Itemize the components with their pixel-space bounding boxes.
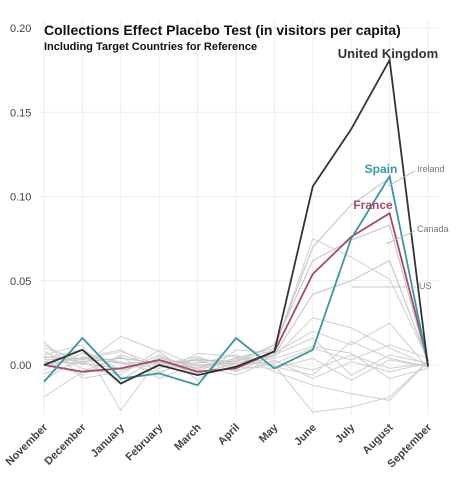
series-label-united-kingdom: United Kingdom [338,46,438,61]
series-line-us [43,259,429,369]
series-line-spain [43,173,429,387]
series-line-canada [43,224,429,366]
x-tick-label: April [216,422,242,448]
y-tick-label: 0.10 [10,192,31,204]
series-line-france [43,211,429,373]
annotation-leader-line [387,170,416,187]
annotation-leader-line [385,230,416,245]
series-label-spain: Spain [365,162,398,176]
chart-subtitle: Including Target Countries for Reference [44,41,258,53]
series-line-united-kingdom [43,57,429,385]
placebo-series-line [43,322,429,381]
y-tick-label: 0.20 [10,23,31,35]
y-tick-label: 0.00 [10,360,31,372]
series-label-canada: Canada [417,224,449,234]
x-tick-label: February [124,421,166,463]
x-tick-label: January [89,421,128,460]
x-tick-label: July [333,421,358,446]
series-label-france: France [353,198,393,212]
x-tick-label: December [42,421,89,468]
series-label-us: US [419,281,432,291]
chart-title: Collections Effect Placebo Test (in visi… [44,22,401,38]
placebo-series-line [43,344,429,371]
y-tick-label: 0.05 [10,276,31,288]
x-tick-label: May [257,421,281,445]
y-tick-label: 0.15 [10,107,31,119]
series-line-ireland [43,177,429,369]
x-tick-label: March [172,421,204,453]
x-tick-label: June [292,422,319,449]
placebo-series-line [43,344,429,412]
x-tick-label: August [360,421,396,457]
series-label-ireland: Ireland [417,164,445,174]
